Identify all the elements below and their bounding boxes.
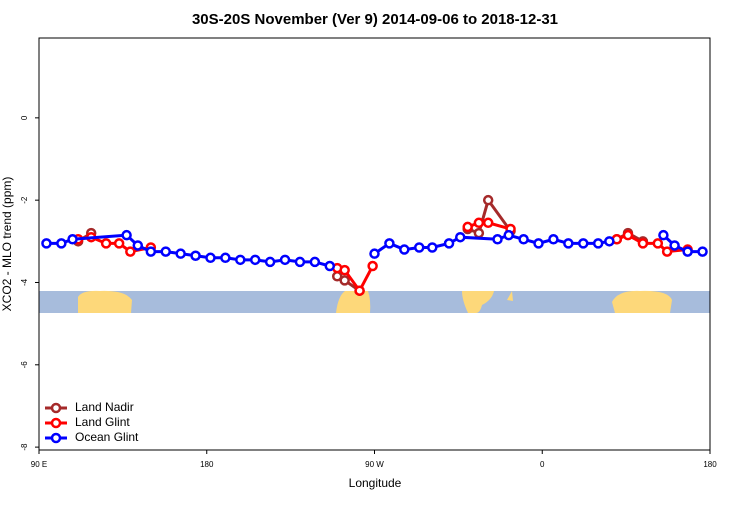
- x-tick-label: 90 E: [31, 460, 47, 469]
- legend-label: Ocean Glint: [75, 430, 139, 444]
- data-point: [637, 238, 649, 249]
- data-point: [100, 238, 112, 249]
- data-point: [220, 252, 231, 264]
- data-point: [279, 254, 291, 266]
- data-point: [67, 234, 78, 245]
- x-tick-label: 180: [703, 460, 717, 469]
- data-point: [492, 234, 503, 245]
- data-point: [427, 242, 438, 253]
- y-axis-label: XCO2 - MLO trend (ppm): [0, 177, 14, 312]
- x-axis-label: Longitude: [349, 476, 402, 490]
- land: [462, 291, 494, 313]
- data-point: [548, 234, 559, 245]
- data-point: [669, 240, 680, 251]
- y-tick-label: -8: [20, 443, 29, 451]
- data-point: [563, 238, 574, 249]
- legend-label: Land Glint: [75, 415, 130, 429]
- series: [41, 229, 708, 272]
- y-tick-label: 0: [20, 115, 29, 120]
- data-point: [454, 231, 466, 243]
- land: [507, 291, 513, 301]
- y-tick-label: -6: [20, 361, 29, 369]
- data-point: [399, 244, 410, 255]
- data-point: [518, 234, 529, 245]
- data-point: [113, 238, 125, 249]
- land: [612, 290, 672, 313]
- data-point: [604, 236, 615, 247]
- data-point: [697, 246, 708, 257]
- data-point: [56, 238, 67, 249]
- legend-marker: [50, 417, 62, 429]
- data-point: [190, 250, 201, 261]
- y-tick-label: -2: [20, 196, 29, 204]
- data-point: [413, 242, 425, 253]
- series-line: [373, 233, 610, 255]
- data-point: [121, 229, 132, 241]
- data-point: [354, 285, 365, 296]
- data-point: [482, 217, 494, 229]
- data-point: [175, 248, 186, 259]
- map-strip: [39, 291, 710, 313]
- data-point: [41, 238, 52, 249]
- data-point: [443, 238, 455, 249]
- data-point: [533, 238, 544, 249]
- x-tick-label: 0: [540, 460, 545, 469]
- data-point: [125, 246, 136, 257]
- data-point: [682, 246, 693, 257]
- legend-marker: [50, 432, 62, 444]
- data-point: [264, 256, 276, 268]
- data-point: [367, 260, 378, 272]
- data-point: [652, 238, 664, 249]
- data-point: [482, 194, 494, 206]
- data-point: [132, 240, 144, 251]
- data-point: [622, 229, 634, 241]
- series-line: [467, 196, 512, 236]
- chart-title: 30S-20S November (Ver 9) 2014-09-06 to 2…: [192, 11, 558, 28]
- data-point: [145, 246, 157, 257]
- legend-label: Land Nadir: [75, 400, 134, 414]
- series-line: [662, 234, 703, 254]
- data-point: [339, 264, 350, 276]
- data-point: [324, 260, 336, 272]
- land: [336, 291, 371, 313]
- data-point: [473, 217, 485, 229]
- data-point: [503, 229, 514, 241]
- data-point: [384, 238, 395, 249]
- data-point: [658, 229, 669, 241]
- data-point: [369, 248, 380, 259]
- data-point: [249, 254, 261, 266]
- data-point: [462, 221, 473, 233]
- y-tick-label: -4: [20, 278, 29, 286]
- data-point: [578, 238, 589, 249]
- land-mask: [39, 290, 710, 313]
- data-point: [205, 252, 216, 264]
- data-point: [473, 227, 485, 239]
- data-point: [294, 256, 306, 268]
- data-point: [309, 256, 321, 268]
- land: [78, 290, 132, 313]
- series: [72, 217, 693, 296]
- data-point: [235, 254, 246, 266]
- data-point: [592, 238, 604, 249]
- legend-marker: [50, 402, 62, 414]
- data-point: [661, 246, 673, 257]
- data-point: [160, 246, 171, 257]
- data-point: [339, 275, 350, 286]
- x-tick-label: 180: [200, 460, 214, 469]
- x-tick-label: 90 W: [365, 460, 384, 469]
